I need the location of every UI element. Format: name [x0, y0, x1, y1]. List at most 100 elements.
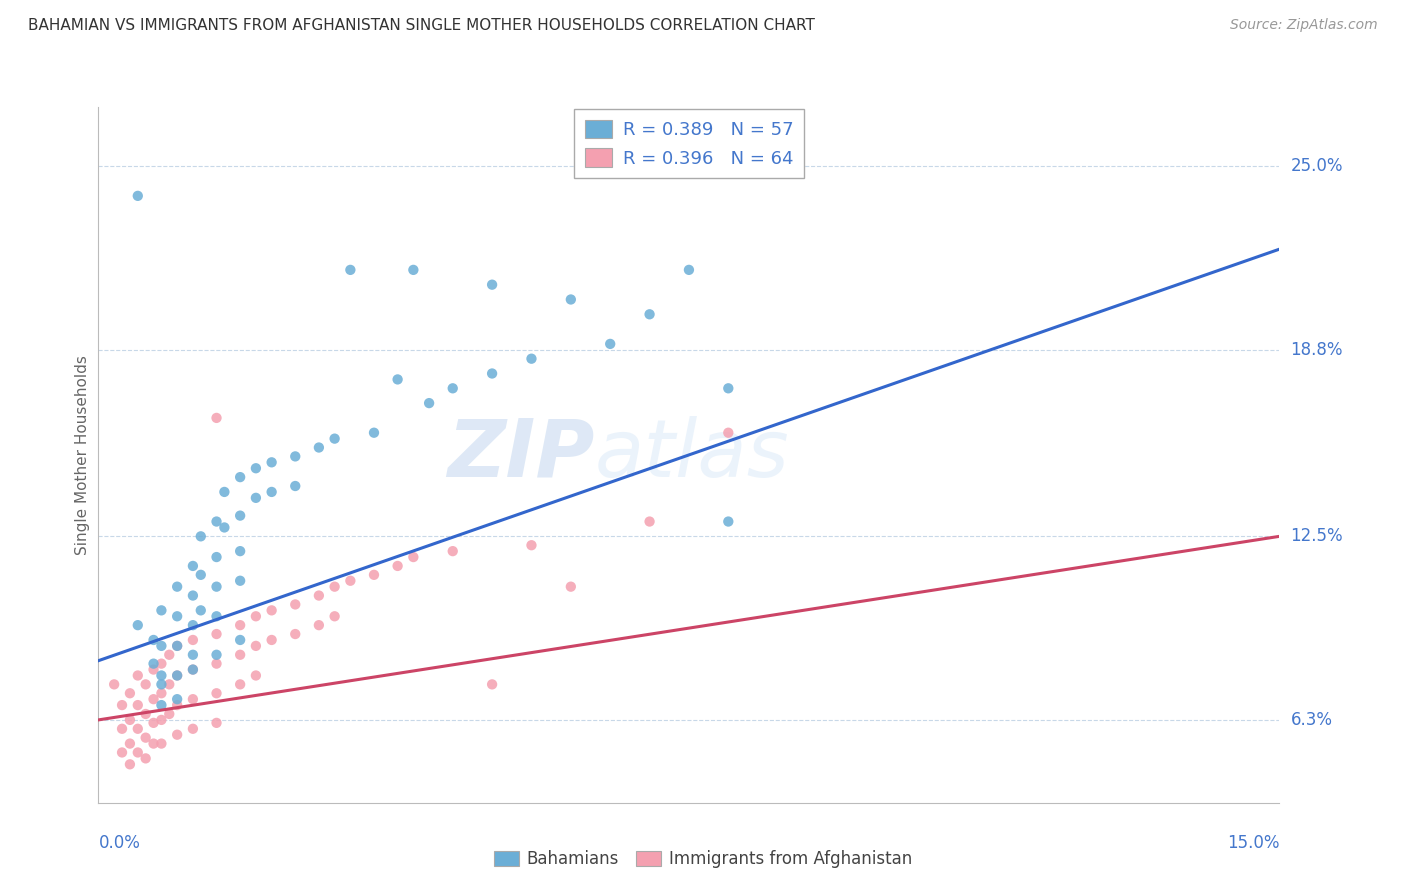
Point: [142, 737, 165, 751]
Point: [205, 715, 228, 730]
Point: [418, 396, 440, 410]
Point: [150, 737, 173, 751]
Point: [150, 713, 173, 727]
Text: 0.0%: 0.0%: [98, 834, 141, 852]
Point: [127, 189, 149, 203]
Point: [245, 491, 267, 505]
Point: [245, 668, 267, 682]
Point: [150, 603, 173, 617]
Point: [142, 657, 165, 671]
Point: [127, 618, 149, 632]
Point: [260, 455, 283, 469]
Point: [638, 307, 661, 321]
Point: [402, 263, 425, 277]
Legend: Bahamians, Immigrants from Afghanistan: Bahamians, Immigrants from Afghanistan: [486, 844, 920, 875]
Point: [229, 470, 252, 484]
Point: [205, 657, 228, 671]
Text: Source: ZipAtlas.com: Source: ZipAtlas.com: [1230, 18, 1378, 32]
Point: [166, 728, 188, 742]
Point: [205, 648, 228, 662]
Point: [323, 580, 346, 594]
Point: [135, 706, 157, 721]
Point: [181, 663, 204, 677]
Point: [118, 686, 141, 700]
Point: [229, 508, 252, 523]
Point: [135, 731, 157, 745]
Point: [260, 484, 283, 499]
Point: [166, 609, 188, 624]
Point: [181, 618, 204, 632]
Point: [717, 381, 740, 395]
Point: [323, 609, 346, 624]
Point: [284, 450, 307, 464]
Point: [118, 713, 141, 727]
Point: [339, 574, 361, 588]
Text: 6.3%: 6.3%: [1291, 711, 1333, 729]
Point: [205, 627, 228, 641]
Point: [150, 677, 173, 691]
Point: [245, 461, 267, 475]
Point: [118, 737, 141, 751]
Point: [205, 411, 228, 425]
Point: [157, 677, 180, 691]
Point: [181, 589, 204, 603]
Point: [387, 372, 409, 386]
Point: [181, 692, 204, 706]
Point: [127, 698, 149, 712]
Point: [214, 484, 236, 499]
Point: [166, 698, 188, 712]
Point: [284, 598, 307, 612]
Point: [229, 648, 252, 662]
Point: [245, 609, 267, 624]
Point: [205, 686, 228, 700]
Point: [205, 580, 228, 594]
Point: [229, 632, 252, 647]
Point: [135, 751, 157, 765]
Point: [150, 639, 173, 653]
Point: [441, 544, 464, 558]
Point: [229, 544, 252, 558]
Point: [142, 663, 165, 677]
Point: [284, 479, 307, 493]
Point: [190, 529, 212, 543]
Point: [284, 627, 307, 641]
Text: ZIP: ZIP: [447, 416, 595, 494]
Point: [717, 425, 740, 440]
Point: [150, 686, 173, 700]
Point: [166, 668, 188, 682]
Point: [142, 715, 165, 730]
Point: [157, 648, 180, 662]
Point: [103, 677, 125, 691]
Y-axis label: Single Mother Households: Single Mother Households: [75, 355, 90, 555]
Point: [142, 692, 165, 706]
Point: [181, 663, 204, 677]
Point: [363, 425, 385, 440]
Point: [111, 722, 134, 736]
Point: [308, 589, 330, 603]
Point: [150, 668, 173, 682]
Point: [150, 698, 173, 712]
Point: [560, 293, 582, 307]
Point: [387, 558, 409, 573]
Legend: R = 0.389   N = 57, R = 0.396   N = 64: R = 0.389 N = 57, R = 0.396 N = 64: [574, 109, 804, 178]
Point: [111, 746, 134, 760]
Point: [166, 692, 188, 706]
Point: [638, 515, 661, 529]
Point: [229, 574, 252, 588]
Point: [339, 263, 361, 277]
Point: [717, 515, 740, 529]
Point: [229, 677, 252, 691]
Point: [166, 668, 188, 682]
Text: BAHAMIAN VS IMMIGRANTS FROM AFGHANISTAN SINGLE MOTHER HOUSEHOLDS CORRELATION CHA: BAHAMIAN VS IMMIGRANTS FROM AFGHANISTAN …: [28, 18, 815, 33]
Point: [181, 558, 204, 573]
Point: [481, 277, 503, 292]
Point: [205, 550, 228, 565]
Text: 25.0%: 25.0%: [1291, 157, 1343, 175]
Point: [205, 515, 228, 529]
Point: [181, 722, 204, 736]
Point: [127, 668, 149, 682]
Point: [205, 609, 228, 624]
Point: [260, 603, 283, 617]
Point: [166, 580, 188, 594]
Point: [181, 632, 204, 647]
